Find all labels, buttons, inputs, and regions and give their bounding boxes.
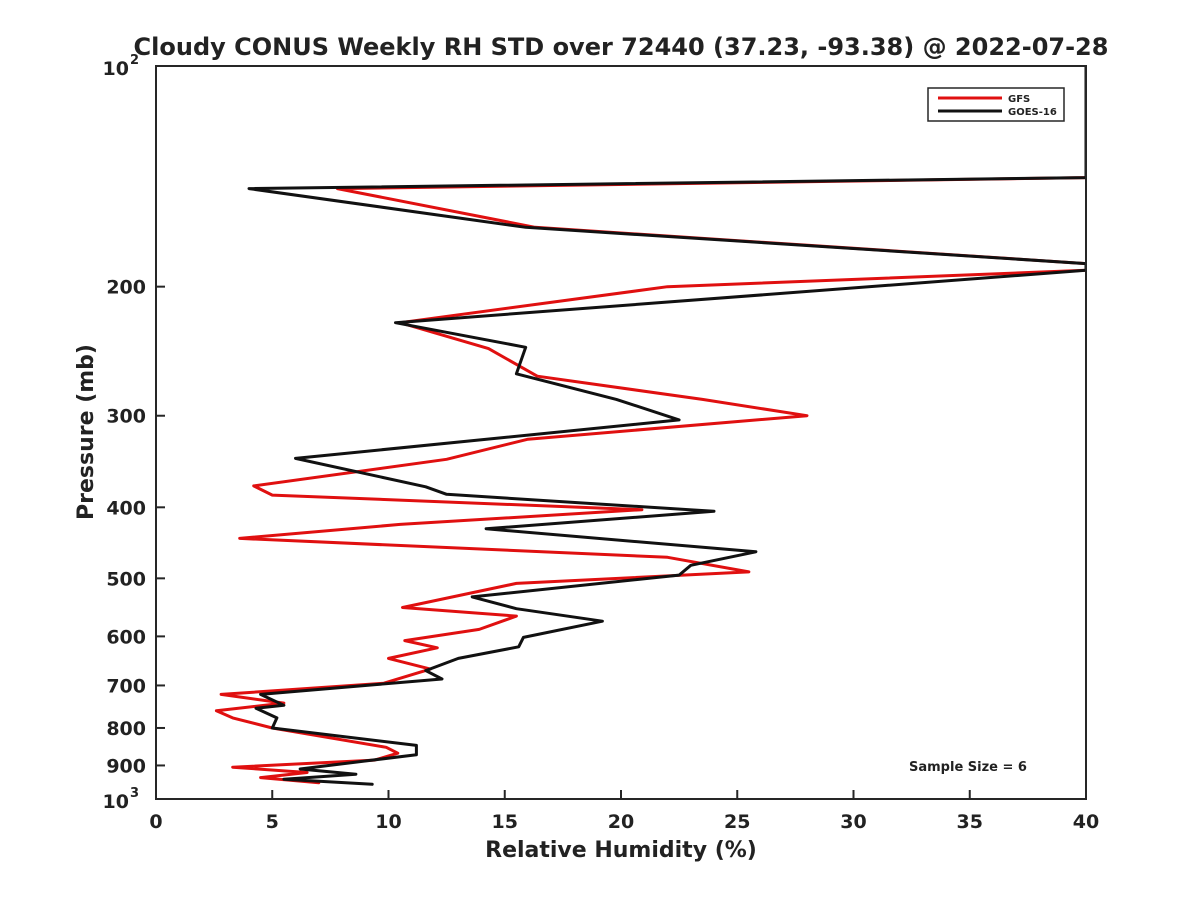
x-tick-label: 30	[840, 811, 866, 833]
legend: GFS GOES-16	[927, 87, 1065, 122]
legend-box	[927, 87, 1065, 122]
y-tick-label: 600	[106, 626, 146, 648]
y-axis-label: Pressure (mb)	[74, 344, 99, 520]
y-tick-label: 400	[106, 497, 146, 519]
y-tick-label-base: 10	[103, 791, 129, 813]
chart-title: Cloudy CONUS Weekly RH STD over 72440 (3…	[134, 33, 1109, 61]
y-tick-label: 500	[106, 568, 146, 590]
legend-label-goes16: GOES-16	[1008, 107, 1057, 118]
y-tick-label: 800	[106, 718, 146, 740]
y-tick-label-exponent: 2	[130, 53, 139, 68]
legend-label-gfs: GFS	[1008, 94, 1030, 105]
x-tick-label: 15	[492, 811, 518, 833]
x-tick-label: 35	[957, 811, 983, 833]
x-tick-label: 20	[608, 811, 634, 833]
y-tick-label: 300	[106, 406, 146, 428]
x-tick-label: 0	[149, 811, 162, 833]
sample-size-annotation: Sample Size = 6	[909, 760, 1027, 775]
y-tick-label-exponent: 3	[130, 786, 139, 801]
series-layer	[214, 66, 1086, 786]
x-axis: 0 5 10 15 20 25 30 35 40	[149, 790, 1099, 833]
x-tick-label: 40	[1073, 811, 1099, 833]
y-tick-label: 900	[106, 755, 146, 777]
series-line-goes-16	[247, 66, 1086, 786]
y-tick-label-base: 10	[103, 58, 129, 80]
y-tick-label: 200	[106, 277, 146, 299]
x-axis-label: Relative Humidity (%)	[485, 838, 757, 863]
x-tick-label: 5	[266, 811, 279, 833]
y-tick-label: 700	[106, 675, 146, 697]
x-tick-label: 10	[375, 811, 401, 833]
series-line-gfs	[214, 176, 1086, 785]
x-tick-label: 25	[724, 811, 750, 833]
